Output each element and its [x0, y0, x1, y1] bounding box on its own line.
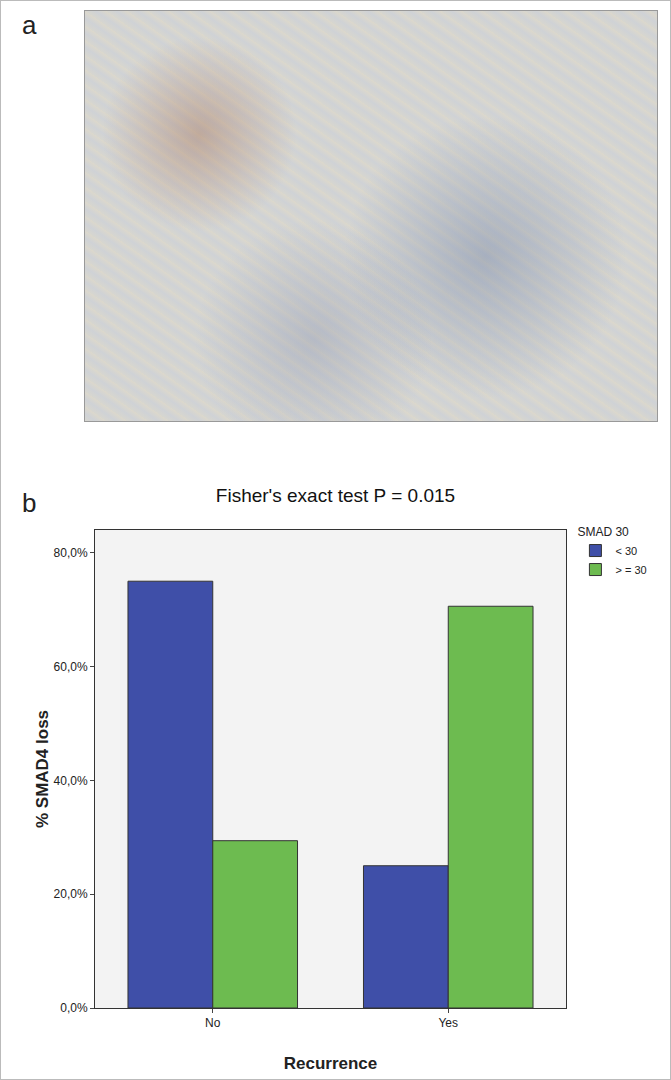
svg-text:% SMAD4 loss: % SMAD4 loss: [33, 710, 52, 828]
svg-text:40,0%: 40,0%: [54, 774, 88, 788]
svg-text:Recurrence: Recurrence: [284, 1054, 378, 1073]
svg-text:Yes: Yes: [438, 1016, 458, 1030]
svg-text:80,0%: 80,0%: [54, 546, 88, 560]
html-text:b: b: [22, 488, 37, 518]
svg-text:> = 30: > = 30: [615, 564, 646, 576]
svg-text:20,0%: 20,0%: [54, 887, 88, 901]
svg-text:< 30: < 30: [615, 545, 637, 557]
svg-text:SMAD 30: SMAD 30: [577, 525, 629, 539]
svg-text:Fisher's exact test P = 0.015: Fisher's exact test P = 0.015: [216, 485, 455, 506]
svg-text:60,0%: 60,0%: [54, 660, 88, 674]
svg-text:0,0%: 0,0%: [60, 1001, 88, 1015]
html-text:a: a: [22, 10, 37, 40]
svg-text:No: No: [205, 1016, 221, 1030]
